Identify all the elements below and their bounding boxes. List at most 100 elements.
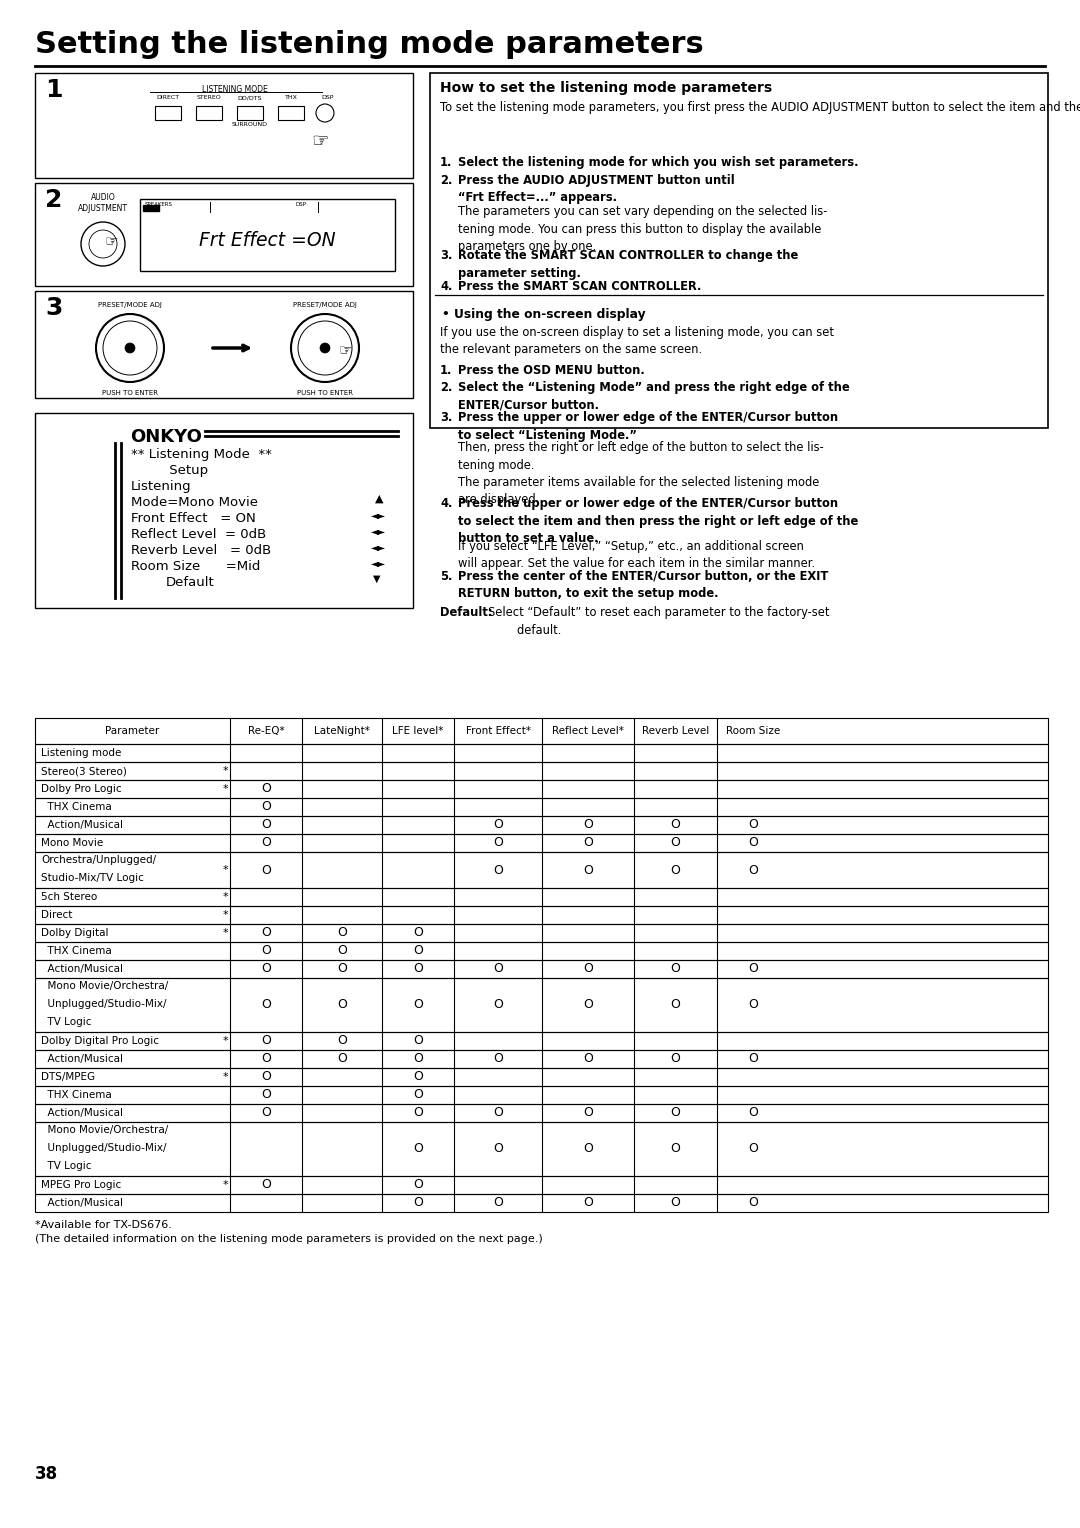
Text: O: O [261, 819, 271, 831]
Text: (The detailed information on the listening mode parameters is provided on the ne: (The detailed information on the listeni… [35, 1235, 543, 1244]
Text: O: O [494, 1143, 503, 1155]
Text: *: * [222, 784, 229, 795]
Bar [35, 798, 1048, 816]
Text: O: O [671, 963, 680, 975]
Text: Select the “Listening Mode” and press the right edge of the
ENTER/Cursor button.: Select the “Listening Mode” and press th… [458, 380, 850, 411]
Text: O: O [261, 1053, 271, 1065]
Text: Unplugged/Studio-Mix/: Unplugged/Studio-Mix/ [41, 1143, 166, 1154]
Text: Then, press the right or left edge of the button to select the lis-
tening mode.: Then, press the right or left edge of th… [458, 442, 824, 506]
Text: *: * [222, 911, 229, 920]
Text: THX Cinema: THX Cinema [41, 946, 111, 957]
Text: *: * [222, 1180, 229, 1190]
Text: Action/Musical: Action/Musical [41, 1108, 123, 1118]
Text: How to set the listening mode parameters: How to set the listening mode parameters [440, 81, 772, 95]
Text: Unplugged/Studio-Mix/: Unplugged/Studio-Mix/ [41, 999, 166, 1008]
Text: ** Listening Mode  **: ** Listening Mode ** [131, 448, 272, 461]
Text: The parameters you can set vary depending on the selected lis-
tening mode. You : The parameters you can set vary dependin… [458, 205, 827, 254]
Bar [35, 1086, 1048, 1105]
Text: • Using the on-screen display: • Using the on-screen display [442, 309, 646, 321]
Text: Mono Movie: Mono Movie [41, 837, 104, 848]
Text: Default: Default [166, 576, 215, 588]
Text: 5ch Stereo: 5ch Stereo [41, 892, 97, 902]
Text: O: O [261, 1071, 271, 1083]
Text: O: O [671, 1143, 680, 1155]
Bar [35, 816, 1048, 834]
Text: Setup: Setup [131, 465, 208, 477]
Text: DSP: DSP [295, 202, 306, 206]
Text: Front Effect   = ON: Front Effect = ON [131, 512, 256, 526]
Text: O: O [413, 1053, 423, 1065]
Text: *: * [222, 1036, 229, 1047]
Text: Reflect Level  = 0dB: Reflect Level = 0dB [131, 529, 267, 541]
Text: Stereo(3 Stereo): Stereo(3 Stereo) [41, 766, 126, 776]
Bar [143, 205, 159, 211]
Bar [35, 834, 1048, 853]
Text: O: O [337, 944, 347, 958]
Text: O: O [583, 836, 593, 850]
Text: Setting the listening mode parameters: Setting the listening mode parameters [35, 31, 704, 60]
Text: Select “Default” to reset each parameter to the factory-set
        default.: Select “Default” to reset each parameter… [488, 607, 829, 637]
Text: TV Logic: TV Logic [41, 1018, 92, 1027]
Bar [156, 105, 181, 121]
Text: ◄►: ◄► [372, 542, 386, 552]
Bar [430, 73, 1048, 428]
Text: Reverb Level   = 0dB: Reverb Level = 0dB [131, 544, 271, 558]
Text: If you use the on-screen display to set a listening mode, you can set
the releva: If you use the on-screen display to set … [440, 325, 834, 356]
Text: O: O [261, 1178, 271, 1192]
Bar [237, 105, 264, 121]
Text: O: O [337, 963, 347, 975]
Text: 1.: 1. [440, 364, 453, 377]
Text: 5.: 5. [440, 570, 453, 584]
Text: Press the upper or lower edge of the ENTER/Cursor button
to select “Listening Mo: Press the upper or lower edge of the ENT… [458, 411, 838, 442]
Text: O: O [413, 1196, 423, 1210]
Text: O: O [494, 863, 503, 877]
Text: O: O [261, 836, 271, 850]
Text: O: O [413, 1106, 423, 1120]
Text: Room Size      =Mid: Room Size =Mid [131, 559, 260, 573]
Text: Default:: Default: [440, 607, 492, 619]
Text: O: O [261, 926, 271, 940]
Text: Frt Effect =ON: Frt Effect =ON [199, 232, 336, 251]
Text: Studio-Mix/TV Logic: Studio-Mix/TV Logic [41, 872, 144, 883]
Bar [278, 105, 303, 121]
Text: DTS/MPEG: DTS/MPEG [41, 1073, 95, 1082]
Text: *: * [222, 865, 229, 876]
Text: Listening mode: Listening mode [41, 749, 121, 758]
Bar [35, 906, 1048, 924]
Text: *: * [222, 892, 229, 902]
Text: *: * [222, 927, 229, 938]
Text: Dolby Pro Logic: Dolby Pro Logic [41, 784, 122, 795]
Text: O: O [261, 801, 271, 813]
Bar [195, 105, 222, 121]
Text: DD/DTS: DD/DTS [238, 95, 262, 99]
Text: ☞: ☞ [311, 131, 328, 151]
Text: O: O [413, 1071, 423, 1083]
Text: AUDIO
ADJUSTMENT: AUDIO ADJUSTMENT [78, 193, 129, 212]
Bar [35, 1122, 1048, 1177]
Bar [35, 978, 1048, 1031]
Text: 2: 2 [45, 188, 63, 212]
Text: DIRECT: DIRECT [157, 95, 179, 99]
Text: Reverb Level: Reverb Level [642, 726, 710, 736]
Text: PRESET/MODE ADJ: PRESET/MODE ADJ [293, 303, 356, 309]
Text: 3.: 3. [440, 411, 453, 423]
Text: O: O [413, 926, 423, 940]
Text: O: O [748, 863, 758, 877]
Text: O: O [748, 1143, 758, 1155]
Text: TV Logic: TV Logic [41, 1161, 92, 1170]
Text: O: O [413, 1088, 423, 1102]
Text: O: O [748, 836, 758, 850]
Bar [35, 1068, 1048, 1086]
Text: SPEAKERS: SPEAKERS [145, 202, 173, 206]
Bar [35, 73, 413, 177]
Text: O: O [748, 1106, 758, 1120]
Text: O: O [671, 863, 680, 877]
Bar [35, 183, 413, 286]
Text: THX: THX [284, 95, 297, 99]
Text: Press the AUDIO ADJUSTMENT button until
“Frt Effect=...” appears.: Press the AUDIO ADJUSTMENT button until … [458, 174, 734, 205]
Text: Action/Musical: Action/Musical [41, 821, 123, 830]
Bar [35, 960, 1048, 978]
Text: O: O [583, 1106, 593, 1120]
Bar [140, 199, 395, 270]
Text: O: O [583, 819, 593, 831]
